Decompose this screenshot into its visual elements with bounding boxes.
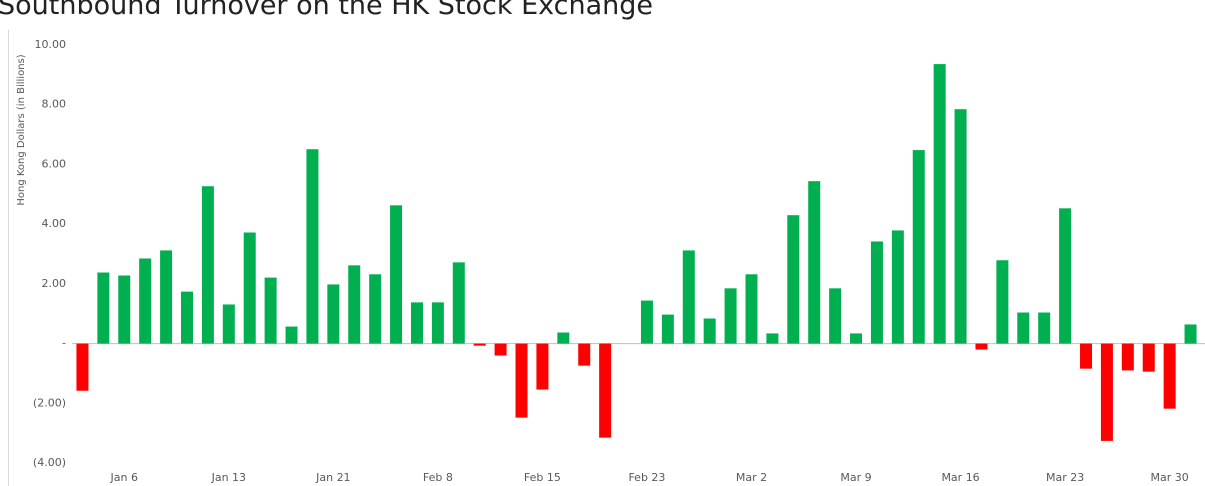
bar <box>160 250 173 344</box>
bar <box>410 302 423 344</box>
bar <box>912 150 925 344</box>
x-tick-label: Feb 8 <box>423 471 453 484</box>
x-tick-label: Mar 23 <box>1046 471 1084 484</box>
bar <box>766 333 779 344</box>
y-tick-label: 8.00 <box>42 98 67 111</box>
bar <box>285 326 298 344</box>
bar <box>661 314 674 344</box>
bar <box>306 149 319 344</box>
bar <box>599 343 612 438</box>
bar <box>829 288 842 344</box>
bar <box>996 260 1009 344</box>
x-tick-label: Jan 21 <box>315 471 350 484</box>
bar <box>724 288 737 344</box>
bar <box>682 250 695 344</box>
bar <box>76 343 89 391</box>
y-tick-label: - <box>62 337 66 350</box>
bar <box>1059 208 1072 344</box>
bar <box>1038 312 1051 344</box>
x-tick-label: Jan 13 <box>211 471 246 484</box>
bar <box>1121 343 1134 371</box>
y-axis-title: Hong Kong Dollars (in Billions) <box>16 54 27 205</box>
bar <box>452 262 465 344</box>
bar <box>578 343 591 366</box>
x-tick-label: Mar 30 <box>1151 471 1189 484</box>
x-tick-label: Mar 2 <box>736 471 767 484</box>
bar <box>891 230 904 344</box>
bar <box>745 274 758 344</box>
bar <box>870 241 883 344</box>
bar <box>243 232 256 344</box>
bar <box>640 300 653 344</box>
bar <box>180 291 193 344</box>
bar <box>118 275 131 344</box>
y-tick-label: (2.00) <box>33 396 66 409</box>
y-tick-label: (4.00) <box>33 456 66 469</box>
bar <box>264 277 277 344</box>
bar <box>536 343 549 390</box>
bar <box>139 258 152 344</box>
bar <box>494 343 507 356</box>
x-tick-label: Jan 6 <box>110 471 138 484</box>
bar <box>369 274 382 344</box>
bar <box>222 304 235 344</box>
x-tick-label: Feb 23 <box>628 471 665 484</box>
bar <box>1100 343 1113 441</box>
bar <box>933 64 946 344</box>
bar <box>473 343 486 346</box>
bar <box>515 343 528 418</box>
bar <box>703 318 716 344</box>
y-tick-label: 2.00 <box>42 277 67 290</box>
bar <box>1080 343 1093 369</box>
bar <box>348 265 361 344</box>
y-tick-label: 4.00 <box>42 217 67 230</box>
bar <box>1163 343 1176 409</box>
bar <box>97 272 110 344</box>
bar <box>557 332 570 344</box>
bar <box>390 205 403 344</box>
bar <box>1142 343 1155 372</box>
bar <box>808 181 821 344</box>
bar <box>327 284 340 344</box>
y-tick-label: 10.00 <box>35 38 67 51</box>
x-tick-label: Feb 15 <box>524 471 561 484</box>
bar <box>1184 324 1197 344</box>
bar <box>850 333 863 344</box>
x-tick-label: Mar 9 <box>840 471 871 484</box>
bar <box>1017 312 1030 344</box>
bar <box>975 343 988 350</box>
bar <box>954 109 967 344</box>
bar <box>431 302 444 344</box>
chart-title: Southbound Turnover on the HK Stock Exch… <box>0 0 653 21</box>
bar <box>201 186 214 344</box>
bar <box>787 215 800 344</box>
y-tick-label: 6.00 <box>42 157 67 170</box>
x-tick-label: Mar 16 <box>941 471 979 484</box>
